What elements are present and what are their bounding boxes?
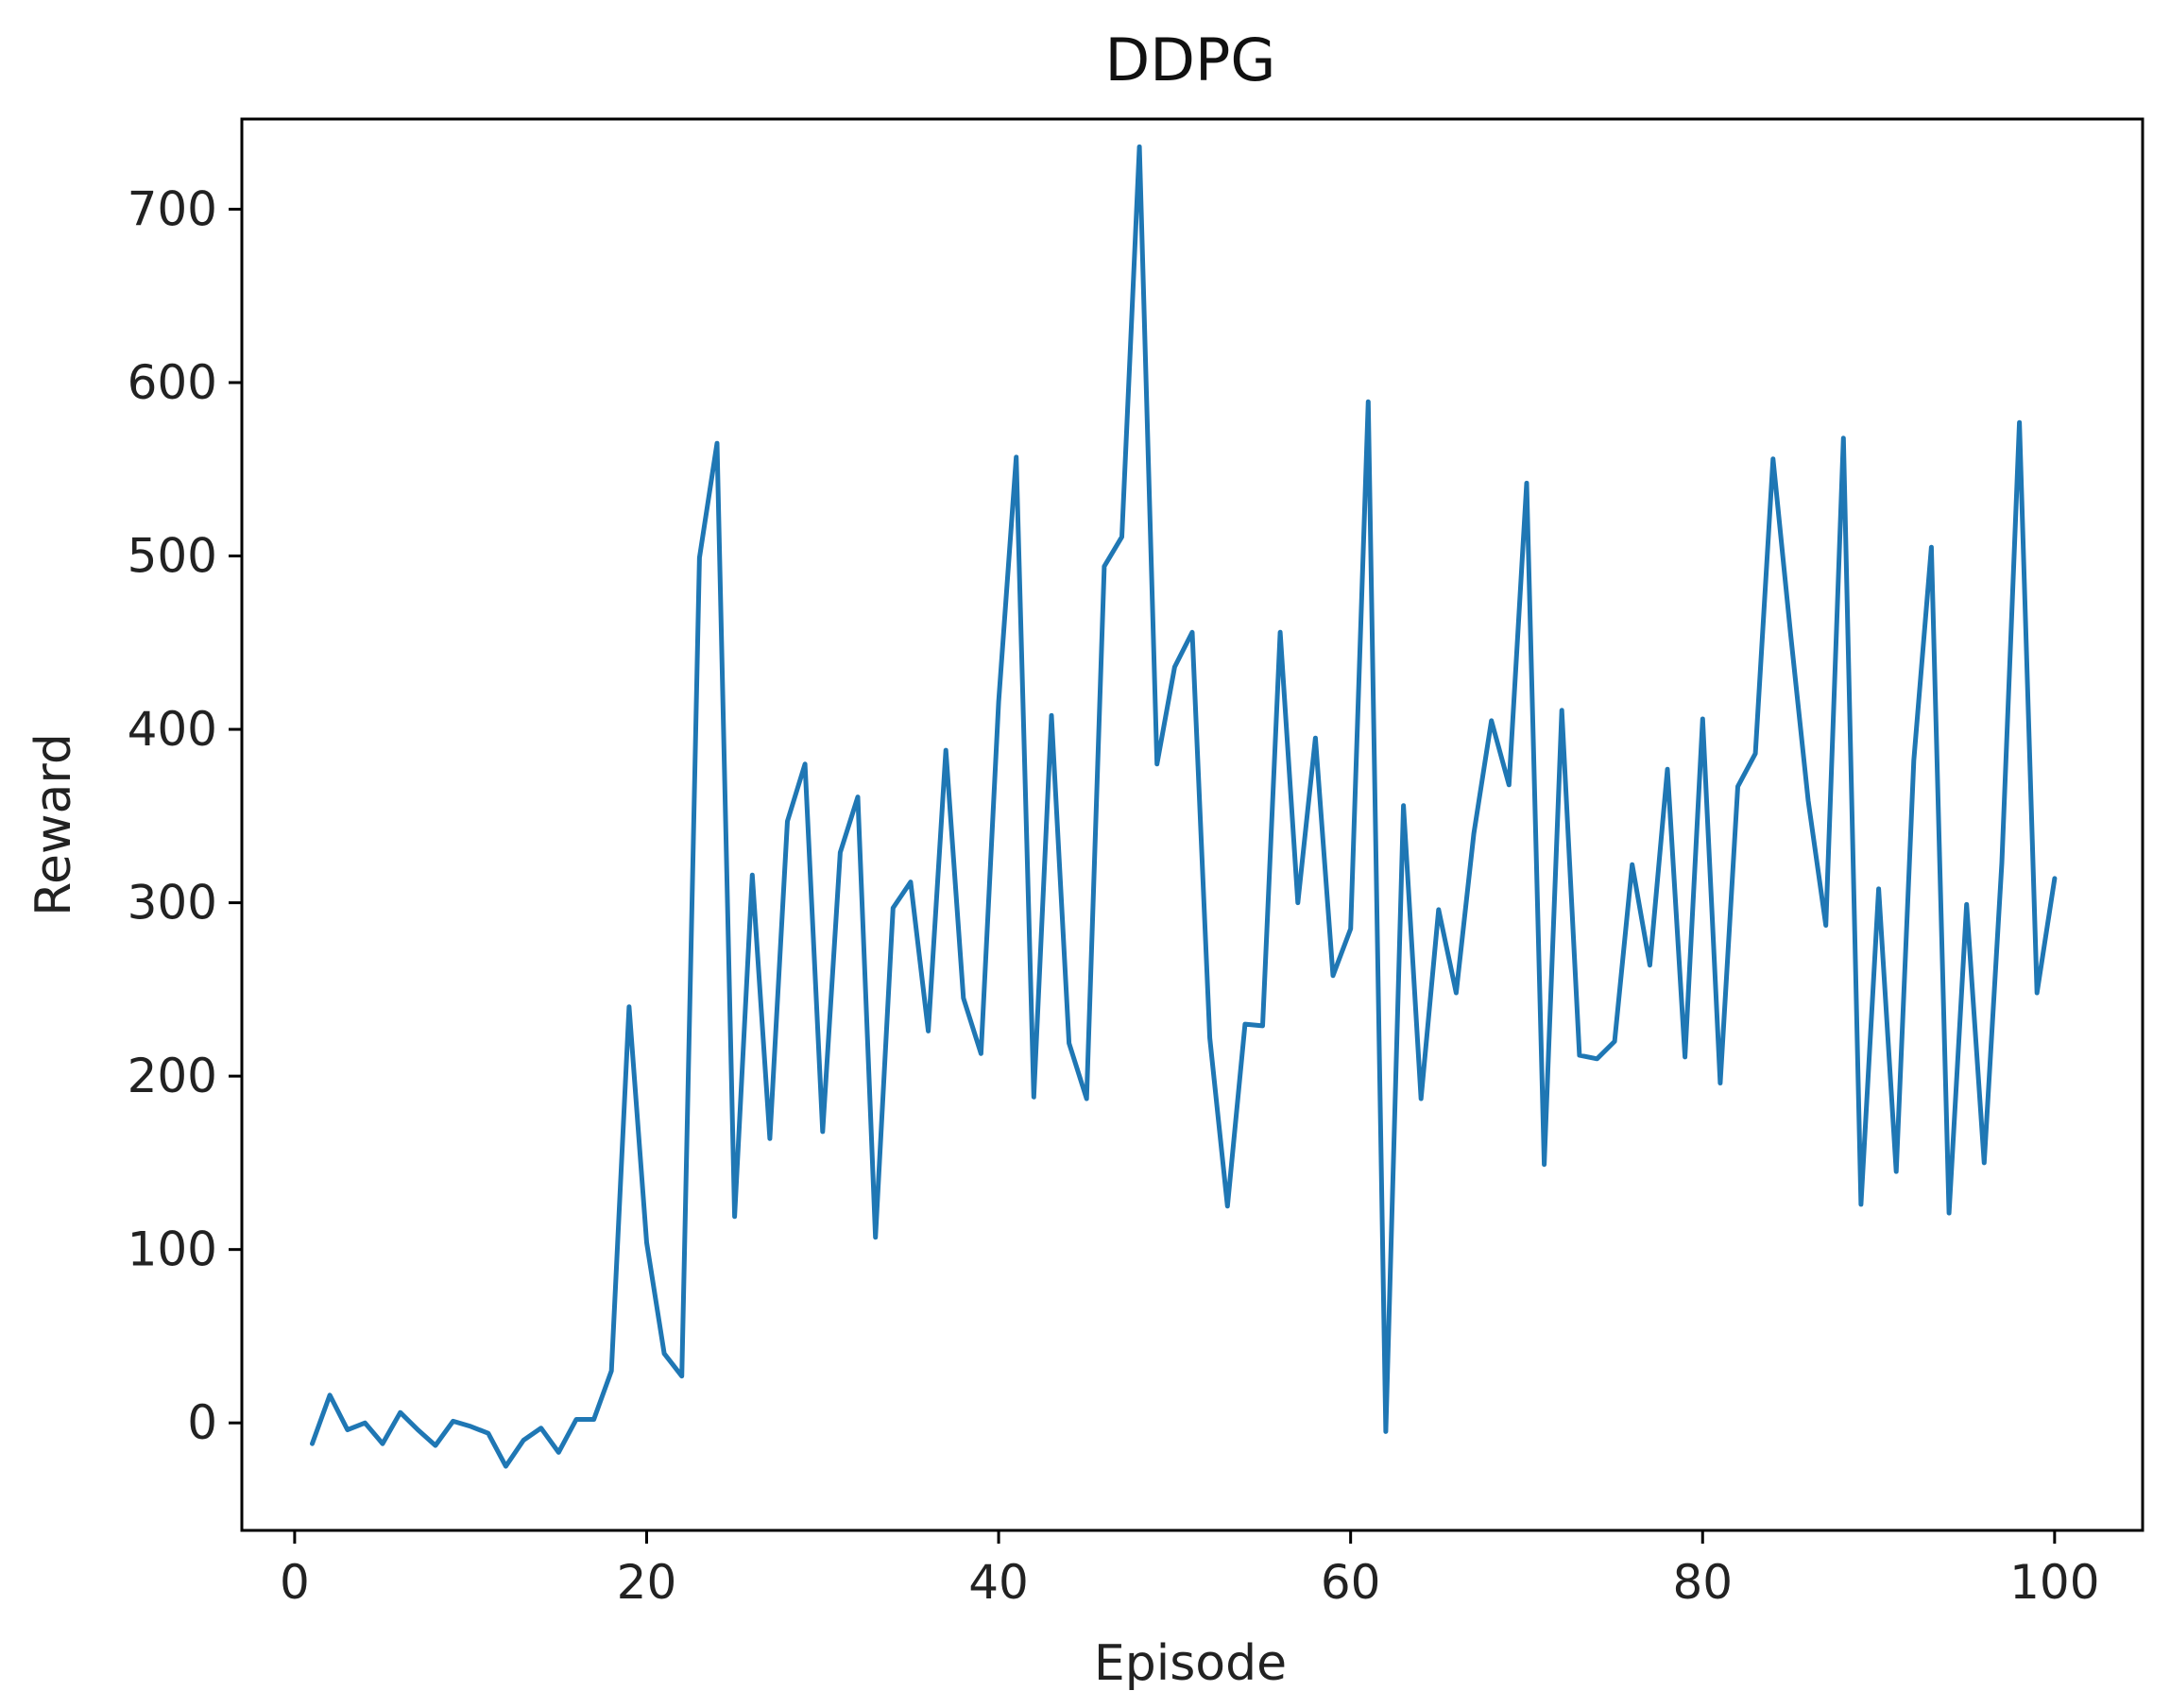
plot-area-frame bbox=[240, 117, 2144, 1532]
y-axis-ticks: 0 100 200 300 400 500 600 700 bbox=[128, 181, 242, 1450]
y-tick-label: 100 bbox=[128, 1222, 217, 1277]
x-tick-label: 20 bbox=[617, 1555, 677, 1610]
y-tick-label: 700 bbox=[128, 181, 217, 236]
y-tick-label: 400 bbox=[128, 702, 217, 757]
reward-series-line bbox=[310, 144, 2058, 1469]
x-tick-label: 100 bbox=[2009, 1555, 2099, 1610]
x-tick-label: 0 bbox=[280, 1555, 310, 1610]
chart-title: DDPG bbox=[1105, 26, 1276, 94]
y-tick-label: 200 bbox=[128, 1049, 217, 1103]
y-axis-title: Reward bbox=[26, 733, 82, 916]
y-tick-label: 300 bbox=[128, 876, 217, 931]
y-tick-label: 500 bbox=[128, 529, 217, 584]
y-tick-label: 0 bbox=[187, 1395, 217, 1450]
x-tick-label: 80 bbox=[1672, 1555, 1733, 1610]
x-tick-label: 60 bbox=[1321, 1555, 1381, 1610]
x-axis-ticks: 0 20 40 60 80 100 bbox=[280, 1530, 2100, 1610]
y-tick-label: 600 bbox=[128, 355, 217, 410]
x-axis-title: Episode bbox=[1094, 1635, 1287, 1692]
x-tick-label: 40 bbox=[968, 1555, 1029, 1610]
